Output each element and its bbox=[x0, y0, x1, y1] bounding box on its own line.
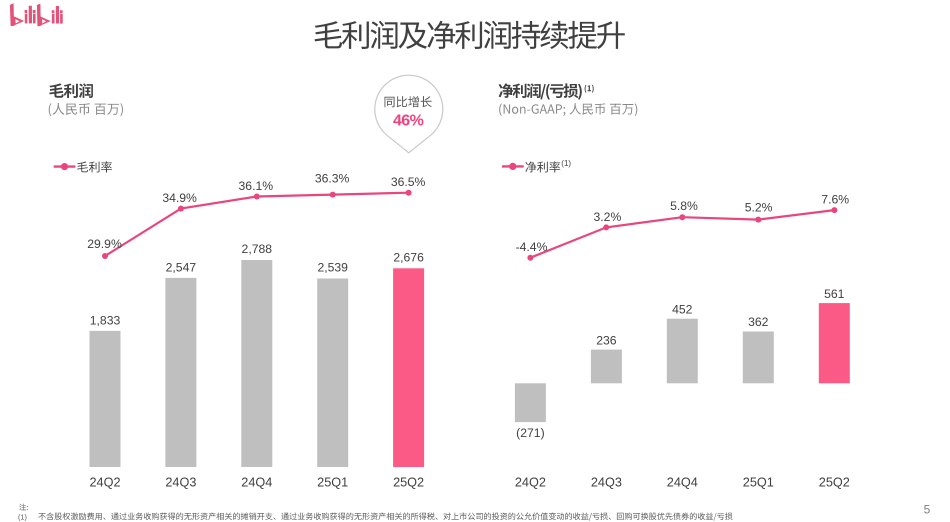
svg-text:(1): (1) bbox=[561, 159, 571, 168]
svg-text:24Q4: 24Q4 bbox=[667, 476, 698, 490]
svg-text:25Q1: 25Q1 bbox=[743, 476, 774, 490]
svg-text:36.1%: 36.1% bbox=[239, 179, 274, 193]
svg-text:36.3%: 36.3% bbox=[315, 172, 350, 186]
svg-text:2,539: 2,539 bbox=[317, 261, 348, 275]
svg-text:34.9%: 34.9% bbox=[162, 191, 197, 205]
svg-text:-4.4%: -4.4% bbox=[516, 240, 548, 254]
svg-text:46%: 46% bbox=[393, 112, 424, 129]
svg-text:25Q2: 25Q2 bbox=[393, 476, 424, 490]
svg-text:(271): (271) bbox=[516, 426, 544, 440]
svg-text:2,676: 2,676 bbox=[393, 251, 424, 265]
svg-text:24Q3: 24Q3 bbox=[591, 476, 622, 490]
svg-text:1,833: 1,833 bbox=[90, 314, 121, 328]
svg-text:25Q1: 25Q1 bbox=[317, 476, 348, 490]
svg-text:29.9%: 29.9% bbox=[87, 237, 122, 251]
svg-text:24Q2: 24Q2 bbox=[89, 476, 120, 490]
svg-text:5.8%: 5.8% bbox=[670, 199, 698, 213]
svg-text:236: 236 bbox=[596, 333, 617, 347]
svg-text:2,788: 2,788 bbox=[242, 242, 273, 256]
svg-text:7.6%: 7.6% bbox=[821, 193, 849, 207]
svg-text:24Q4: 24Q4 bbox=[241, 476, 272, 490]
svg-text:5.2%: 5.2% bbox=[745, 200, 773, 214]
svg-text:5: 5 bbox=[924, 503, 931, 517]
svg-text:36.5%: 36.5% bbox=[391, 175, 426, 189]
svg-text:362: 362 bbox=[748, 315, 769, 329]
svg-text:452: 452 bbox=[672, 302, 693, 316]
svg-text:(1): (1) bbox=[18, 512, 27, 521]
svg-text:2,547: 2,547 bbox=[166, 261, 197, 275]
svg-text:25Q2: 25Q2 bbox=[819, 476, 850, 490]
svg-text:3.2%: 3.2% bbox=[594, 210, 622, 224]
svg-text:24Q3: 24Q3 bbox=[165, 476, 196, 490]
svg-text:561: 561 bbox=[824, 287, 845, 301]
svg-text:24Q2: 24Q2 bbox=[515, 476, 546, 490]
